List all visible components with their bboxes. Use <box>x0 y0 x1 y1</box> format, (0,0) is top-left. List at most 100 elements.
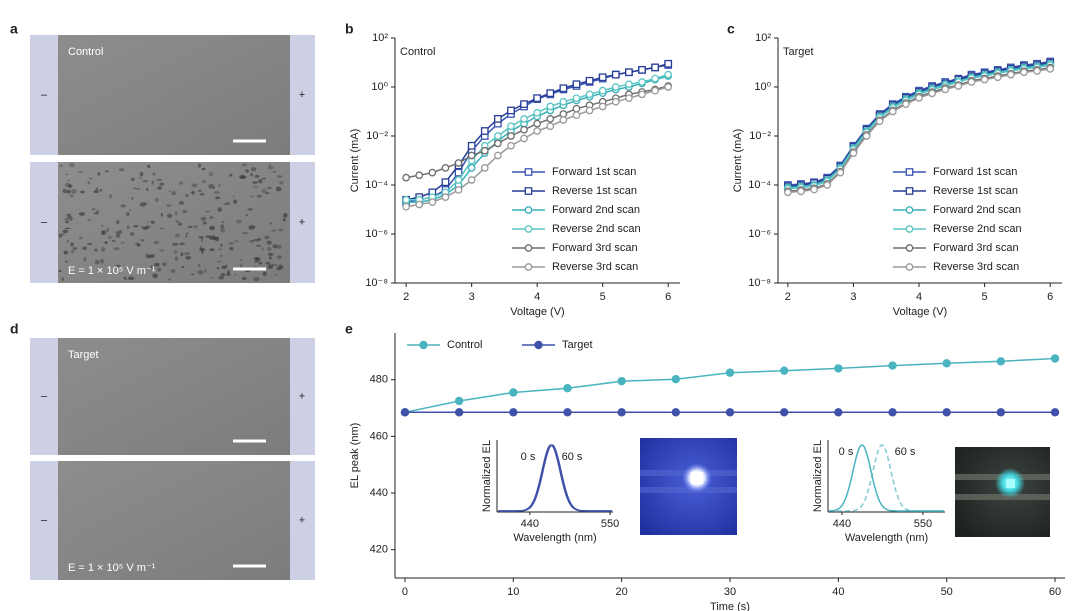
defect-spot <box>220 273 226 277</box>
marker <box>1050 354 1060 363</box>
marker <box>664 83 673 91</box>
defect-spot <box>152 273 158 279</box>
defect-spot <box>159 227 165 230</box>
x-axis-label: Voltage (V) <box>510 306 564 318</box>
defect-spot <box>161 262 167 267</box>
defect-spot <box>152 172 156 176</box>
y-tick-label: 10⁰ <box>371 81 388 93</box>
y-tick-label: 10⁻⁸ <box>748 277 771 289</box>
legend-label: Reverse 1st scan <box>552 185 637 197</box>
chart-title: Target <box>783 46 814 58</box>
defect-spot <box>267 264 274 269</box>
inset-y-label: Normalized EL <box>812 440 824 512</box>
y-tick-label: 10⁰ <box>754 81 771 93</box>
defect-spot <box>215 196 221 200</box>
defect-spot <box>258 179 263 184</box>
defect-spot <box>185 194 189 198</box>
marker <box>454 396 464 406</box>
defect-spot <box>123 276 127 280</box>
marker <box>572 94 581 103</box>
defect-spot <box>221 265 227 270</box>
defect-spot <box>283 213 288 218</box>
inset-end-label: 60 s <box>895 446 916 458</box>
marker <box>507 122 515 131</box>
defect-spot <box>168 277 171 281</box>
defect-spot <box>232 195 235 198</box>
defect-spot <box>193 224 198 229</box>
marker <box>888 107 897 116</box>
marker <box>415 171 424 180</box>
defect-spot <box>218 275 224 280</box>
defect-spot <box>62 229 69 234</box>
marker <box>836 168 845 177</box>
defect-spot <box>222 203 229 205</box>
defect-spot <box>104 241 108 245</box>
defect-spot <box>191 183 198 188</box>
defect-spot <box>175 220 180 223</box>
inset-spectrum <box>829 444 944 512</box>
defect-spot <box>249 195 254 198</box>
marker <box>1006 70 1015 79</box>
marker <box>888 408 897 417</box>
electrode <box>290 461 315 580</box>
defect-spot <box>129 232 135 236</box>
marker <box>617 408 626 417</box>
defect-spot <box>229 173 233 177</box>
defect-spot <box>67 179 70 182</box>
defect-spot <box>87 219 92 221</box>
defect-spot <box>118 168 125 172</box>
defect-spot <box>218 183 221 187</box>
x-tick-label: 50 <box>941 586 953 598</box>
defect-spot <box>64 218 70 221</box>
marker <box>520 125 528 134</box>
defect-spot <box>177 222 183 226</box>
marker <box>467 141 476 150</box>
electrode <box>30 461 58 580</box>
defect-spot <box>262 271 267 276</box>
defect-spot <box>247 208 254 211</box>
legend-label: Forward 3rd scan <box>933 242 1019 254</box>
marker <box>905 263 914 271</box>
defect-spot <box>245 214 249 216</box>
x-tick-label: 60 <box>1049 586 1061 598</box>
defect-spot <box>228 242 234 245</box>
defect-spot <box>279 180 284 185</box>
marker <box>454 168 463 177</box>
defect-spot <box>178 200 185 205</box>
defect-spot <box>58 233 62 238</box>
y-axis-label: Current (mA) <box>349 129 361 193</box>
defect-spot <box>201 249 204 255</box>
defect-spot <box>153 241 160 244</box>
defect-spot <box>179 242 185 246</box>
marker <box>834 364 843 373</box>
marker <box>494 115 502 123</box>
defect-spot <box>214 236 220 242</box>
y-tick-label: 10⁻² <box>749 130 771 142</box>
defect-spot <box>254 174 260 178</box>
defect-spot <box>239 263 243 269</box>
marker <box>1020 68 1028 77</box>
defect-spot <box>210 276 214 279</box>
defect-spot <box>146 220 150 223</box>
defect-spot <box>191 190 195 195</box>
defect-spot <box>66 189 71 194</box>
defect-spot <box>233 199 238 204</box>
x-tick-label: 5 <box>600 291 606 303</box>
marker <box>779 366 789 375</box>
marker <box>996 357 1006 366</box>
electrode-sign: – <box>41 514 48 526</box>
defect-spot <box>168 190 171 192</box>
defect-spot <box>199 245 203 251</box>
x-tick-label: 2 <box>403 291 409 303</box>
marker <box>779 408 789 417</box>
marker <box>905 168 914 176</box>
marker <box>625 80 633 89</box>
y-tick-label: 10² <box>755 32 771 44</box>
marker <box>823 181 832 189</box>
defect-spot <box>199 247 206 252</box>
defect-spot <box>146 164 151 168</box>
defect-spot <box>66 213 72 216</box>
x-axis-label: Time (s) <box>710 601 750 611</box>
y-axis-label: EL peak (nm) <box>349 423 361 489</box>
marker <box>524 263 533 271</box>
